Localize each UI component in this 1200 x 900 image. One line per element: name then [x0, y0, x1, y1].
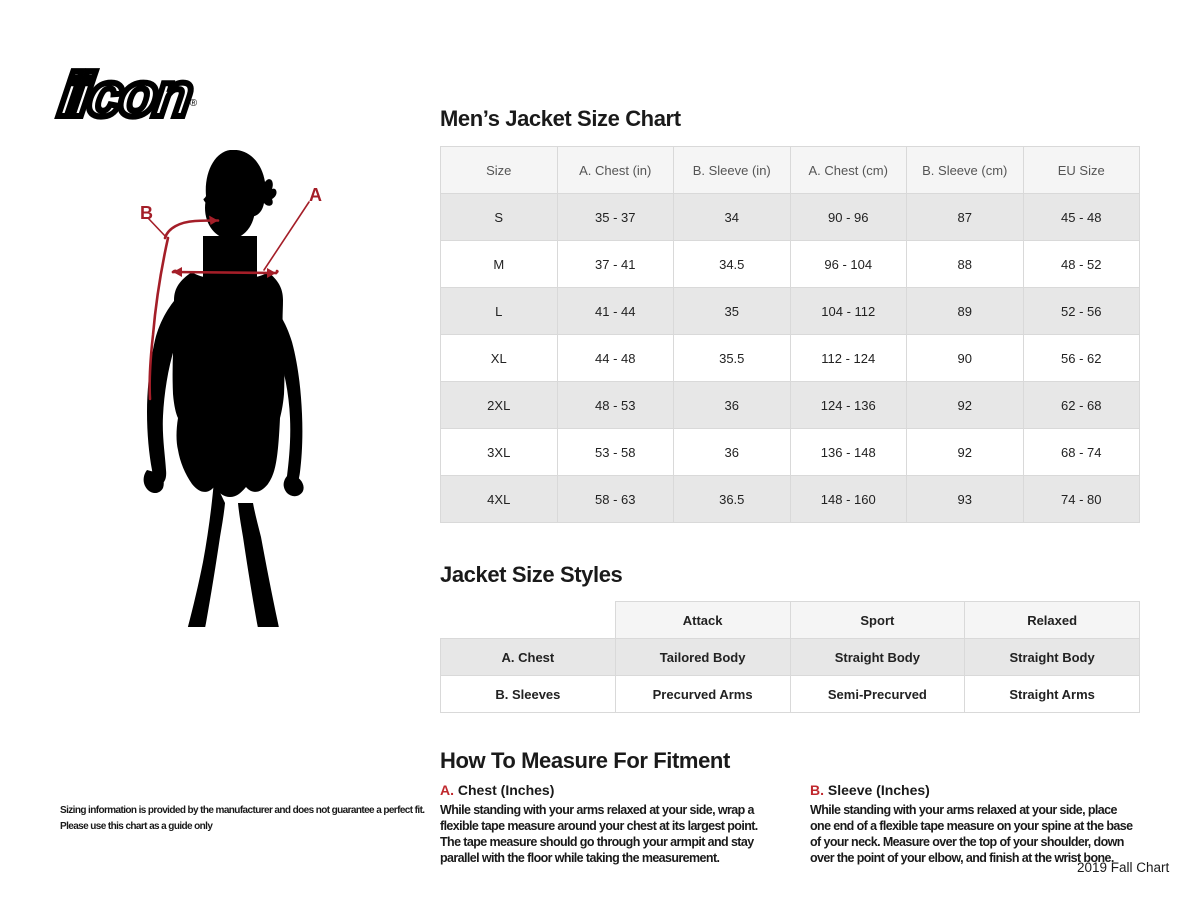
- svg-text:A: A: [309, 185, 322, 205]
- svg-text:B: B: [140, 203, 153, 223]
